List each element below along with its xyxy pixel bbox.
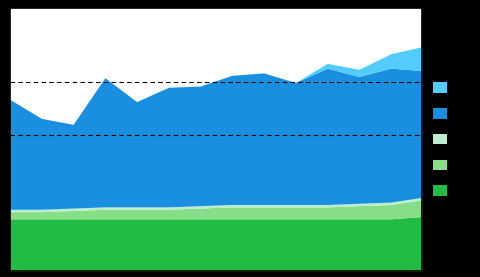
Legend: , , , , : , , , , — [433, 81, 458, 199]
